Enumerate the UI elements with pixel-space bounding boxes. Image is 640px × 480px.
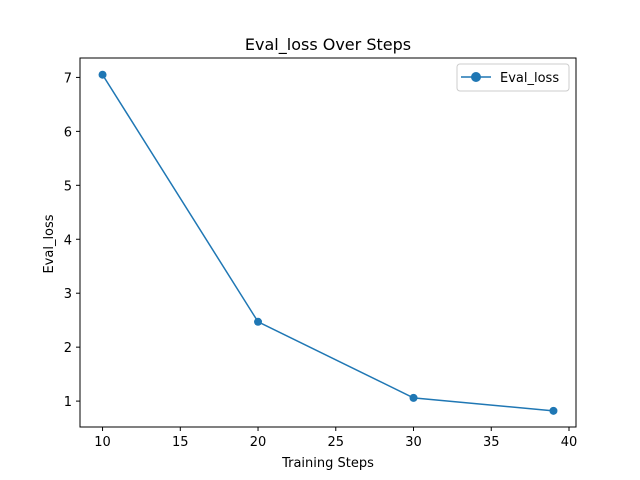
legend-marker xyxy=(471,72,481,82)
legend: Eval_loss xyxy=(456,63,570,92)
series-layer xyxy=(98,70,558,415)
y-tick-label: 7 xyxy=(64,71,72,86)
x-tick-label: 25 xyxy=(328,435,345,450)
legend-box xyxy=(456,63,570,92)
x-tick-label: 40 xyxy=(561,435,578,450)
x-tick-label: 15 xyxy=(172,435,189,450)
legend-entry-label: Eval_loss xyxy=(500,71,559,86)
series-line xyxy=(101,74,554,412)
plot-frame xyxy=(79,57,577,428)
y-tick-label: 3 xyxy=(64,287,72,302)
data-point xyxy=(549,406,558,415)
y-axis-ticks: 1 2 3 4 5 6 7 xyxy=(64,71,80,410)
y-tick-label: 4 xyxy=(64,233,72,248)
x-tick-label: 35 xyxy=(483,435,500,450)
x-axis-label: Training Steps xyxy=(281,456,374,471)
y-axis-label: Eval_loss xyxy=(42,214,57,273)
y-tick-label: 5 xyxy=(64,179,72,194)
y-tick-label: 1 xyxy=(64,395,72,410)
x-tick-label: 30 xyxy=(405,435,422,450)
data-point xyxy=(254,317,263,326)
x-tick-label: 20 xyxy=(250,435,267,450)
chart-title: Eval_loss Over Steps xyxy=(245,35,411,55)
y-tick-label: 2 xyxy=(64,341,72,356)
y-tick-label: 6 xyxy=(64,125,72,140)
x-axis-ticks: 10 15 20 25 30 35 40 xyxy=(94,427,577,450)
data-point xyxy=(409,393,418,402)
x-tick-label: 10 xyxy=(94,435,111,450)
plot-area xyxy=(79,57,577,428)
data-point xyxy=(98,70,107,79)
